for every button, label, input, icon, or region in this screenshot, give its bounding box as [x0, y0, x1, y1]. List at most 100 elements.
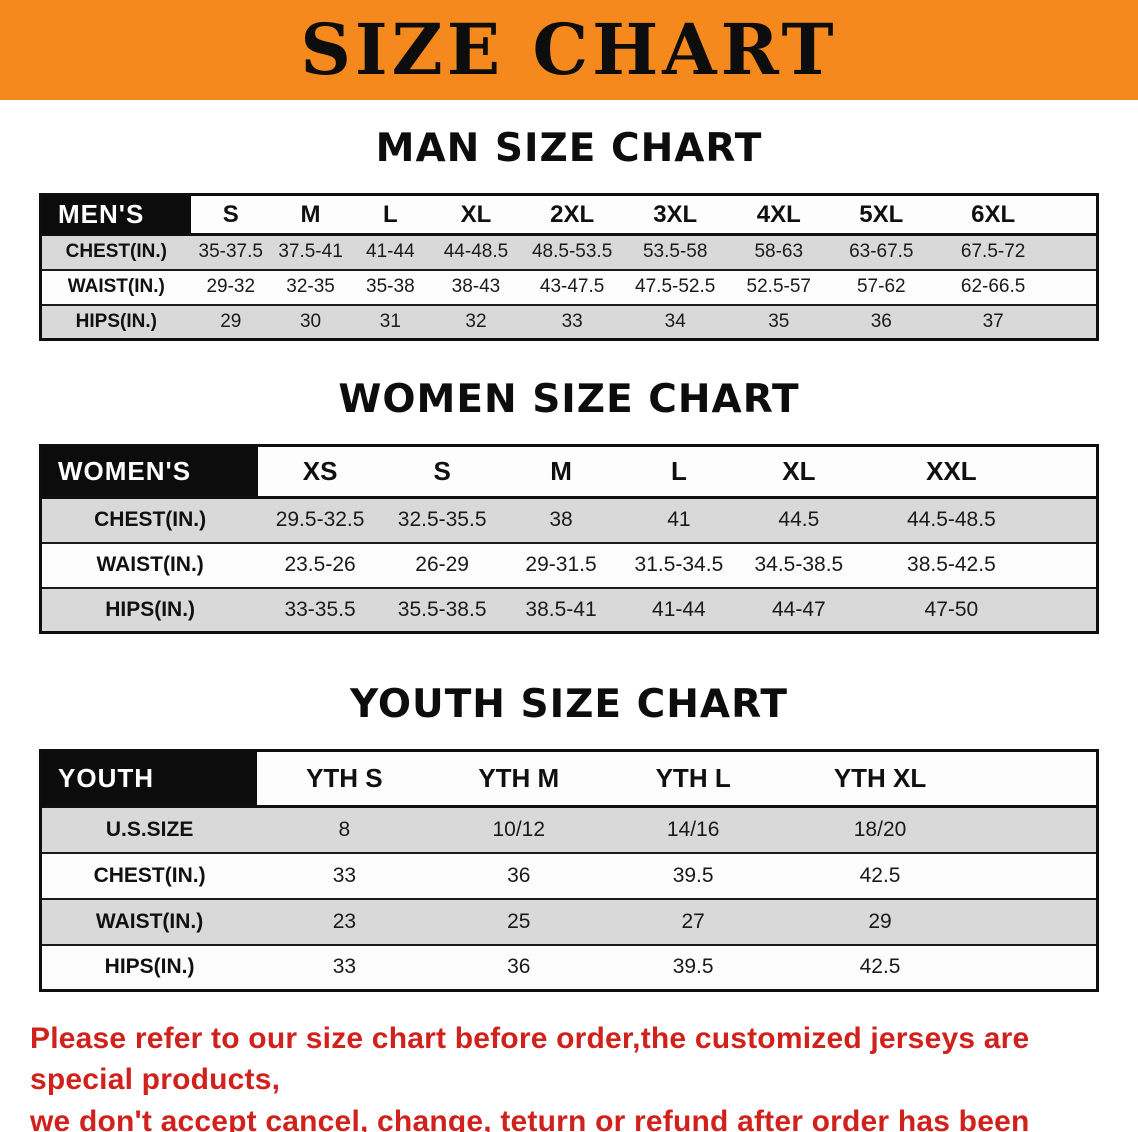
men-section-heading: MAN SIZE CHART: [375, 126, 763, 171]
cell-value: 34: [664, 310, 686, 332]
cell-value: 32: [465, 310, 487, 332]
cell-value: 36: [507, 955, 531, 979]
cell-value: 31.5-34.5: [634, 553, 724, 576]
men-size-table: MEN'S S M L XL 2XL 3XL 4XL 5XL 6XL CHEST(IN.) 35-37…: [39, 193, 1099, 341]
table-row: WAIST(IN.) 29-32 32-35 35-38 38-43 43-47.5 47.…: [40, 269, 1098, 305]
cell-value: 33: [332, 863, 357, 887]
table-header-row: YOUTH YTH S YTH M YTH L YTH XL: [40, 750, 1098, 807]
column-header: XXL: [926, 456, 977, 486]
table-row: HIPS(IN.) 29 30 31 32 33 34 35 36 37: [40, 304, 1098, 340]
cell-value: 39.5: [672, 955, 714, 979]
row-label: CHEST(IN.): [93, 863, 206, 887]
cell-value: 29-32: [206, 276, 256, 297]
row-label: U.S.SIZE: [105, 817, 194, 841]
cell-value: 33: [332, 955, 357, 979]
cell-value: 52.5-57: [746, 276, 811, 297]
table-header-row: MEN'S S M L XL 2XL 3XL 4XL 5XL 6XL: [40, 194, 1098, 235]
cell-value: 38.5-41: [525, 597, 597, 621]
cell-value: 35.5-38.5: [397, 597, 487, 621]
cell-value: 41-44: [652, 597, 706, 621]
cell-value: 63-67.5: [849, 241, 914, 263]
cell-value: 31: [379, 310, 401, 332]
cell-value: 36: [870, 310, 892, 332]
table-row: CHEST(IN.) 33 36 39.5 42.5: [40, 852, 1098, 899]
cell-value: 47-50: [924, 597, 979, 621]
youth-section: YOUTH SIZE CHART YOUTH YTH S YTH M YTH L YTH…: [0, 682, 1138, 992]
cell-value: 44.5-48.5: [907, 508, 996, 532]
column-header: L: [670, 456, 687, 486]
column-header: 5XL: [859, 200, 904, 228]
cell-value: 18/20: [853, 817, 907, 841]
table-row: CHEST(IN.) 29.5-32.5 32.5-35.5 38 41 44.5 44.5…: [40, 497, 1098, 543]
cell-value: 48.5-53.5: [531, 241, 613, 263]
order-notice: Please refer to our size chart before or…: [0, 1018, 1138, 1132]
cell-value: 41-44: [366, 241, 415, 263]
row-label: WAIST(IN.): [96, 553, 204, 576]
column-header: L: [383, 200, 398, 228]
cell-value: 43-47.5: [539, 276, 605, 297]
row-label: HIPS(IN.): [104, 955, 195, 979]
cell-value: 39.5: [672, 863, 714, 887]
women-section-heading: WOMEN SIZE CHART: [338, 377, 800, 422]
cell-value: 27: [681, 909, 705, 933]
column-header: S: [433, 456, 451, 486]
cell-value: 38.5-42.5: [907, 553, 996, 576]
cell-value: 29-31.5: [525, 553, 597, 576]
youth-section-heading: YOUTH SIZE CHART: [350, 682, 788, 727]
column-header: 2XL: [550, 200, 595, 228]
column-header: M: [300, 200, 321, 228]
cell-value: 38: [549, 508, 573, 532]
column-header: 3XL: [653, 200, 698, 228]
cell-value: 30: [299, 310, 322, 332]
cell-value: 35: [768, 310, 790, 332]
notice-line-1: Please refer to our size chart before or…: [30, 1022, 1030, 1097]
cell-value: 53.5-58: [642, 241, 708, 263]
row-label: WAIST(IN.): [95, 909, 204, 933]
men-section: MAN SIZE CHART MEN'S S M L XL 2XL 3XL 4XL 5XL 6XL…: [0, 126, 1138, 341]
cell-value: 44-48.5: [443, 241, 509, 263]
cell-value: 37.5-41: [278, 241, 343, 263]
column-header: XL: [460, 200, 492, 228]
table-row: WAIST(IN.) 23 25 27 29: [40, 898, 1098, 945]
cell-value: 67.5-72: [960, 241, 1026, 263]
column-header: 4XL: [756, 200, 801, 228]
cell-value: 14/16: [666, 817, 720, 841]
column-header: YTH L: [655, 763, 731, 793]
cell-value: 57-62: [856, 276, 906, 297]
cell-value: 26-29: [415, 553, 469, 576]
cell-value: 37: [982, 310, 1004, 332]
cell-value: 42.5: [859, 863, 901, 887]
cell-value: 25: [507, 909, 531, 933]
row-label: WAIST(IN.): [67, 276, 165, 297]
cell-value: 29: [868, 909, 892, 933]
table-row: CHEST(IN.) 35-37.5 37.5-41 41-44 44-48.5 48.5…: [40, 234, 1098, 270]
cell-value: 32-35: [286, 276, 335, 297]
row-label: HIPS(IN.): [105, 597, 196, 621]
row-label: CHEST(IN.): [94, 508, 207, 532]
cell-value: 34.5-38.5: [754, 553, 844, 576]
women-size-table: WOMEN'S XS S M L XL XXL CHEST(IN.) 29.5-32.5 32.5…: [39, 444, 1099, 634]
cell-value: 44.5: [778, 508, 820, 532]
cell-value: 33-35.5: [284, 597, 356, 621]
row-label: CHEST(IN.): [65, 241, 167, 263]
cell-value: 23.5-26: [284, 553, 356, 576]
cell-value: 41: [667, 508, 691, 532]
table-corner-label: MEN'S: [40, 194, 191, 235]
table-corner-label: YOUTH: [40, 750, 258, 807]
table-row: WAIST(IN.) 23.5-26 26-29 29-31.5 31.5-34.5 34…: [40, 542, 1098, 588]
cell-value: 32.5-35.5: [397, 508, 487, 532]
cell-value: 10/12: [492, 817, 546, 841]
column-header: YTH M: [478, 763, 560, 793]
table-header-row: WOMEN'S XS S M L XL XXL: [40, 445, 1098, 498]
cell-value: 38-43: [451, 276, 501, 297]
notice-line-2: we don't accept cancel, change, teturn o…: [30, 1104, 1030, 1132]
column-header: 6XL: [971, 200, 1016, 228]
cell-value: 42.5: [859, 955, 901, 979]
cell-value: 29.5-32.5: [275, 508, 365, 532]
cell-value: 44-47: [771, 597, 826, 621]
table-corner-label: WOMEN'S: [40, 445, 259, 498]
table-row: U.S.SIZE 8 10/12 14/16 18/20: [40, 806, 1098, 853]
column-header: M: [550, 456, 572, 486]
cell-value: 23: [332, 909, 357, 933]
